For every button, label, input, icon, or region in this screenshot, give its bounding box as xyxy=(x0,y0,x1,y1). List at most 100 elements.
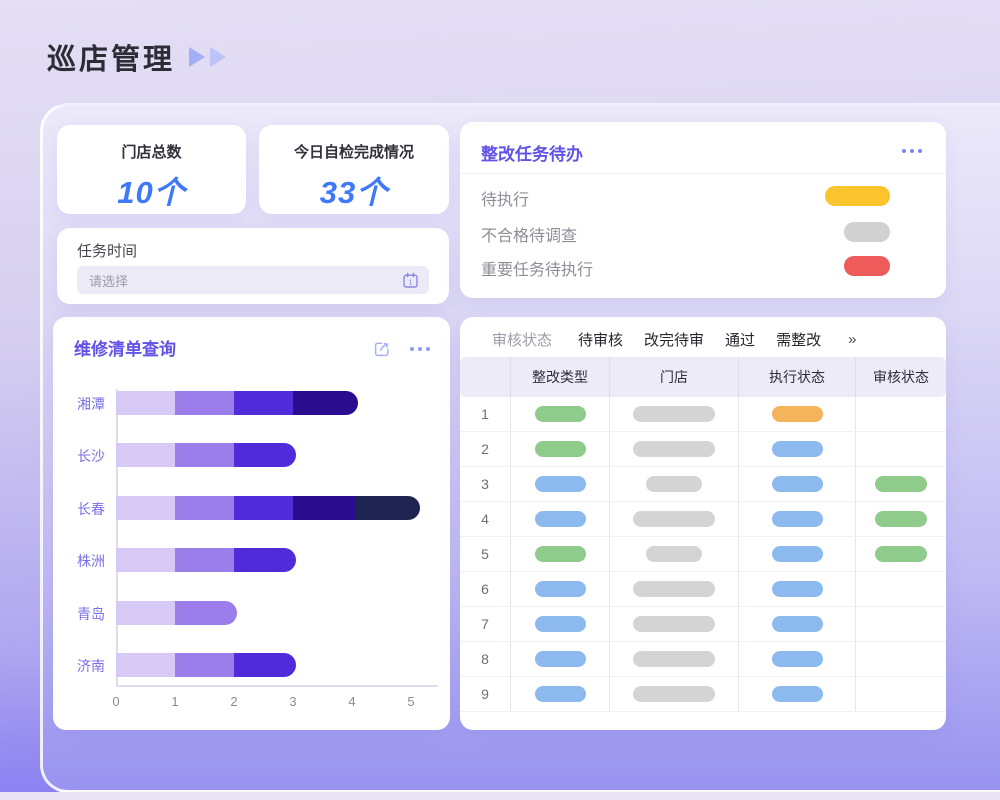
play-arrow-icon xyxy=(189,47,206,67)
table-column-header: 执行状态 xyxy=(738,357,855,397)
exec-status-pill xyxy=(771,546,823,562)
calendar-icon[interactable]: 1 xyxy=(402,272,419,289)
rectify-type-pill xyxy=(534,616,586,632)
table-cell xyxy=(510,572,609,606)
chart-x-tick-label: 2 xyxy=(230,694,238,709)
table-row[interactable]: 6 xyxy=(460,572,946,607)
chart-y-axis xyxy=(116,389,118,686)
table-cell xyxy=(738,607,855,641)
row-number: 6 xyxy=(481,581,489,597)
task-time-card: 任务时间 请选择 1 xyxy=(57,228,449,304)
self-check-label: 今日自检完成情况 xyxy=(293,144,414,161)
table-cell xyxy=(510,502,609,536)
table-row[interactable]: 8 xyxy=(460,642,946,677)
chart-category-label: 长沙 xyxy=(77,448,105,465)
review-status-tab[interactable]: 需整改 xyxy=(776,332,822,349)
table-cell xyxy=(609,607,738,641)
table-cell xyxy=(855,642,946,676)
store-pill xyxy=(646,546,702,562)
review-status-tab[interactable]: 改完待审 xyxy=(644,332,705,349)
rectify-type-pill xyxy=(534,546,586,562)
task-time-placeholder: 请选择 xyxy=(89,273,129,289)
table-body: 1 2 3 4 5 6 7 8 9 xyxy=(460,397,946,712)
todo-count-pill xyxy=(844,256,890,276)
table-header: 整改类型 门店 执行状态 审核状态 xyxy=(460,357,946,397)
table-cell xyxy=(855,502,946,536)
review-status-pill xyxy=(875,546,927,562)
table-row[interactable]: 4 xyxy=(460,502,946,537)
table-cell xyxy=(738,537,855,571)
table-cell xyxy=(510,607,609,641)
total-stores-card: 门店总数 10个 xyxy=(57,125,246,214)
table-row[interactable]: 7 xyxy=(460,607,946,642)
table-cell xyxy=(510,432,609,466)
row-number: 4 xyxy=(481,511,489,527)
row-number: 1 xyxy=(481,406,489,422)
repair-list-title: 维修清单查询 xyxy=(74,340,176,359)
chart-x-axis xyxy=(116,685,438,687)
chart-bar-segment xyxy=(175,443,234,468)
chart-bar-segment xyxy=(293,391,358,415)
exec-status-pill xyxy=(771,616,823,632)
exec-status-pill xyxy=(771,686,823,702)
chart-bar-segment xyxy=(116,653,175,677)
table-row[interactable]: 1 xyxy=(460,397,946,432)
review-status-pill xyxy=(875,476,927,492)
chart-bar-segment xyxy=(293,495,355,520)
review-status-tab[interactable]: 待审核 xyxy=(578,332,624,349)
row-number: 9 xyxy=(481,686,489,702)
table-cell xyxy=(510,677,609,711)
chart-bar xyxy=(116,391,358,415)
rectify-type-pill xyxy=(534,441,586,457)
store-pill xyxy=(646,476,702,492)
chart-category-label: 长春 xyxy=(77,500,105,517)
rectify-type-pill xyxy=(534,476,586,492)
table-cell xyxy=(738,572,855,606)
table-row[interactable]: 9 xyxy=(460,677,946,712)
total-stores-value: 10个 xyxy=(117,175,186,210)
task-time-select[interactable]: 请选择 1 xyxy=(77,266,429,294)
review-filter-row: 审核状态 待审核 改完待审 通过 需整改 » xyxy=(492,329,856,350)
todo-panel-title: 整改任务待办 xyxy=(481,145,583,164)
export-icon[interactable] xyxy=(372,339,392,359)
chart-bar-segment xyxy=(234,653,296,677)
table-column-header: 审核状态 xyxy=(855,357,946,397)
exec-status-pill xyxy=(771,651,823,667)
exec-status-pill xyxy=(771,581,823,597)
chart-category-label: 湘潭 xyxy=(77,396,105,412)
chart-bar-segment xyxy=(116,495,175,520)
total-stores-label: 门店总数 xyxy=(121,144,182,161)
rectify-type-pill xyxy=(534,581,586,597)
review-status-tab[interactable]: 通过 xyxy=(725,332,756,349)
table-cell xyxy=(609,677,738,711)
chart-bar xyxy=(116,653,296,677)
chart-bar xyxy=(116,495,420,520)
table-cell xyxy=(510,537,609,571)
review-table-card: 审核状态 待审核 改完待审 通过 需整改 » 整改类型 门店 执行状态 审核状态 1 2 3 4 5… xyxy=(460,317,946,730)
todo-item-label: 重要任务待执行 xyxy=(481,262,594,279)
table-row[interactable]: 5 xyxy=(460,537,946,572)
divider xyxy=(460,173,946,174)
ellipsis-menu-icon[interactable] xyxy=(902,149,922,153)
table-cell xyxy=(609,432,738,466)
table-cell xyxy=(609,397,738,431)
todo-item-label: 不合格待调查 xyxy=(481,228,578,245)
ellipsis-menu-icon[interactable] xyxy=(410,347,430,351)
task-time-label: 任务时间 xyxy=(77,243,138,260)
chart-x-tick-label: 0 xyxy=(112,694,120,709)
table-row[interactable]: 3 xyxy=(460,467,946,502)
store-pill xyxy=(633,406,715,422)
chart-bar xyxy=(116,443,296,468)
svg-text:1: 1 xyxy=(408,277,412,286)
chart-category-label: 济南 xyxy=(77,658,105,674)
table-column-header xyxy=(460,357,510,397)
row-number: 2 xyxy=(481,441,489,457)
chevron-double-right-icon[interactable]: » xyxy=(848,331,857,348)
store-pill xyxy=(633,686,715,702)
todo-item-label: 待执行 xyxy=(481,192,530,209)
table-cell xyxy=(855,397,946,431)
table-cell xyxy=(855,432,946,466)
table-row[interactable]: 2 xyxy=(460,432,946,467)
todo-count-pill xyxy=(844,222,890,242)
review-status-pill xyxy=(875,511,927,527)
